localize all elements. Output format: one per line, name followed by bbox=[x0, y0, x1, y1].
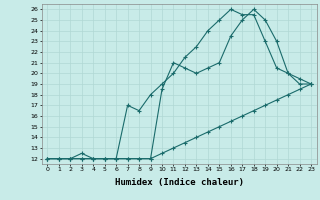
X-axis label: Humidex (Indice chaleur): Humidex (Indice chaleur) bbox=[115, 178, 244, 187]
